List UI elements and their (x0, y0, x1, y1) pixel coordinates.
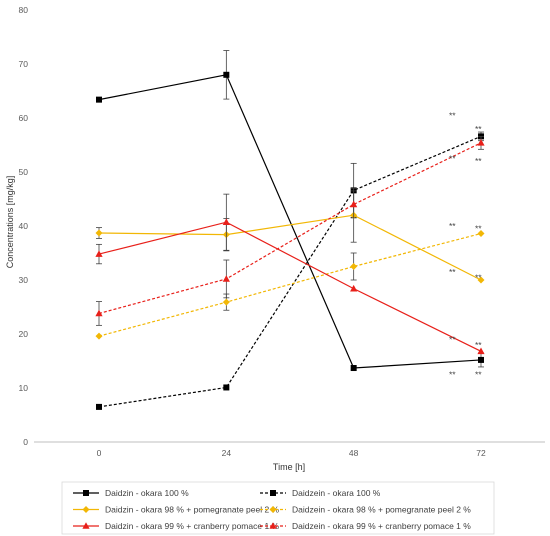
y-tick-label: 10 (19, 383, 29, 393)
legend-label: Daidzein - okara 98 % + pomegranate peel… (292, 505, 471, 515)
triangle-marker (82, 522, 90, 529)
triangle-marker (222, 218, 230, 226)
triangle-marker (350, 284, 358, 292)
square-marker (83, 490, 89, 496)
legend-item: Daidzein - okara 98 % + pomegranate peel… (260, 505, 471, 515)
significance-label: ** (475, 340, 482, 350)
diamond-marker (269, 506, 277, 513)
y-tick-label: 40 (19, 221, 29, 231)
y-tick-label: 80 (19, 5, 29, 15)
diamond-marker (477, 276, 485, 284)
y-tick-label: 50 (19, 167, 29, 177)
series-line (98, 221, 482, 352)
diamond-marker (95, 229, 103, 237)
diamond-marker (477, 230, 485, 238)
legend-label: Daidzin - okara 99 % + cranberry pomace … (105, 521, 280, 531)
triangle-marker (477, 139, 485, 146)
legend-label: Daidzein - okara 99 % + cranberry pomace… (292, 521, 471, 531)
legend-item: Daidzin - okara 100 % (73, 488, 189, 498)
square-marker (96, 96, 102, 103)
legend-label: Daidzein - okara 100 % (292, 488, 381, 498)
triangle-marker (222, 275, 230, 282)
triangle-marker (95, 250, 103, 257)
diamond-marker (82, 506, 90, 513)
square-marker (223, 71, 230, 78)
square-marker (270, 490, 276, 496)
y-tick-label: 60 (19, 113, 29, 123)
x-axis-title: Time [h] (273, 462, 305, 472)
legend-label: Daidzin - okara 98 % + pomegranate peel … (105, 505, 280, 515)
significance-label: ** (475, 272, 482, 282)
triangle-marker (477, 347, 485, 355)
series-line (98, 232, 482, 337)
y-tick-label: 70 (19, 59, 29, 69)
square-marker (350, 365, 357, 372)
series-line (98, 135, 482, 408)
legend-item: Daidzein - okara 99 % + cranberry pomace… (260, 521, 471, 531)
significance-label: ** (449, 267, 456, 277)
diamond-marker (350, 263, 358, 270)
series-layer (95, 50, 485, 410)
legend-label: Daidzin - okara 100 % (105, 488, 189, 498)
significance-label: ** (449, 334, 456, 344)
x-axis-ticks: 0 24 48 72 (97, 448, 486, 458)
x-tick-label: 24 (222, 448, 232, 458)
x-tick-label: 48 (349, 448, 359, 458)
legend-item: Daidzin - okara 98 % + pomegranate peel … (73, 505, 280, 515)
y-tick-label: 20 (19, 329, 29, 339)
triangle-marker (95, 309, 103, 317)
significance-label: ** (449, 154, 456, 164)
series-line (98, 74, 482, 369)
significance-label: ** (449, 370, 456, 380)
series-2 (96, 131, 484, 410)
significance-annotations: ** ** ** ** ** ** ** ** ** ** ** ** (449, 110, 482, 379)
triangle-marker (350, 200, 358, 208)
series-3 (95, 187, 485, 284)
legend-item: Daidzin - okara 99 % + cranberry pomace … (73, 521, 280, 531)
x-tick-label: 0 (97, 448, 102, 458)
series-line (98, 142, 482, 315)
legend-item: Daidzein - okara 100 % (260, 488, 381, 498)
x-tick-label: 72 (476, 448, 486, 458)
significance-label: ** (475, 224, 482, 234)
series-6 (95, 135, 485, 326)
series-1 (96, 50, 484, 372)
significance-label: ** (475, 156, 482, 166)
series-5 (95, 193, 485, 355)
square-marker (223, 384, 230, 391)
legend-frame (61, 481, 495, 535)
square-marker (478, 356, 484, 363)
diamond-marker (222, 298, 230, 306)
significance-label: ** (449, 110, 456, 120)
series-line (98, 214, 482, 281)
square-marker (96, 403, 102, 410)
significance-label: ** (475, 124, 482, 134)
y-axis-ticks: 0 10 20 30 40 50 60 70 80 (19, 5, 29, 447)
significance-label: ** (475, 370, 482, 380)
y-tick-label: 30 (19, 275, 29, 285)
diamond-marker (95, 332, 103, 340)
y-axis-title: Concentrations [mg/kg] (5, 176, 15, 269)
triangle-marker (269, 522, 277, 529)
legend: Daidzin - okara 100 % Daidzein - okara 10… (73, 488, 471, 531)
series-4 (95, 230, 485, 340)
y-tick-label: 0 (23, 437, 28, 447)
significance-label: ** (449, 221, 456, 231)
